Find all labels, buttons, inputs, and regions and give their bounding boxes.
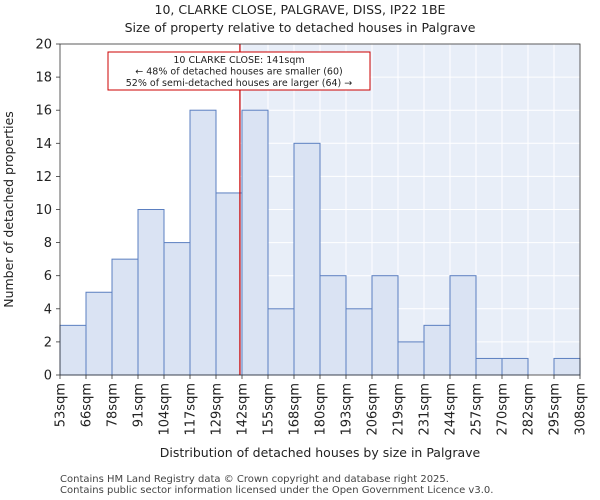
bar [241, 109, 269, 376]
bar [137, 209, 165, 376]
x-tick-label: 206sqm [366, 383, 381, 436]
y-tick-label: 16 [35, 104, 52, 119]
y-axis-label: Number of detached properties [1, 111, 16, 308]
y-tick-label: 4 [44, 302, 52, 317]
x-tick-label: 117sqm [184, 383, 199, 436]
y-tick-label: 8 [44, 236, 52, 251]
x-tick-label: 282sqm [522, 383, 537, 436]
x-tick-label: 193sqm [340, 383, 355, 436]
x-tick-label: 168sqm [288, 383, 303, 436]
x-tick-label: 66sqm [80, 383, 95, 427]
x-tick-label: 244sqm [444, 383, 459, 436]
annotation-line: 10 CLARKE CLOSE: 141sqm [173, 55, 304, 66]
bar [189, 109, 217, 376]
x-tick-label: 180sqm [314, 383, 329, 436]
y-tick-label: 2 [44, 335, 52, 350]
x-axis-label: Distribution of detached houses by size … [160, 445, 481, 460]
y-tick-label: 20 [35, 38, 52, 53]
x-tick-label: 231sqm [418, 383, 433, 436]
x-tick-label: 308sqm [574, 383, 589, 436]
y-tick-label: 12 [35, 170, 52, 185]
x-tick-label: 142sqm [236, 383, 251, 436]
y-tick-label: 18 [35, 71, 52, 86]
y-tick-label: 10 [35, 203, 52, 218]
bar [449, 275, 477, 376]
x-tick-label: 295sqm [548, 383, 563, 436]
bar [397, 341, 425, 376]
bar [215, 192, 243, 376]
bar [475, 357, 503, 376]
x-tick-label: 129sqm [210, 383, 225, 436]
bar [423, 324, 451, 376]
bar [267, 308, 295, 376]
x-tick-label: 257sqm [470, 383, 485, 436]
bar [345, 308, 373, 376]
bar [371, 275, 399, 376]
bar [293, 142, 321, 376]
annotation-line: ← 48% of detached houses are smaller (60… [135, 67, 342, 78]
x-tick-label: 53sqm [54, 383, 69, 427]
bar [163, 242, 191, 376]
bar [553, 357, 581, 376]
bar [111, 258, 139, 376]
x-tick-label: 155sqm [262, 383, 277, 436]
x-tick-label: 104sqm [158, 383, 173, 436]
footer-line-1: Contains HM Land Registry data © Crown c… [60, 474, 449, 485]
bar [59, 324, 87, 376]
bar [501, 357, 529, 376]
x-tick-label: 219sqm [392, 383, 407, 436]
annotation-box [107, 51, 371, 91]
x-tick-label: 91sqm [132, 383, 147, 427]
y-tick-label: 0 [44, 369, 52, 384]
x-tick-label: 270sqm [496, 383, 511, 436]
footer-line-2: Contains public sector information licen… [60, 485, 494, 496]
annotation-line: 52% of semi-detached houses are larger (… [126, 78, 353, 89]
bar [319, 275, 347, 376]
y-tick-label: 14 [35, 137, 52, 152]
chart-title: 10, CLARKE CLOSE, PALGRAVE, DISS, IP22 1… [154, 2, 446, 17]
x-tick-label: 78sqm [106, 383, 121, 427]
chart-subtitle: Size of property relative to detached ho… [124, 20, 476, 35]
y-tick-label: 6 [44, 269, 52, 284]
bar [85, 291, 113, 376]
